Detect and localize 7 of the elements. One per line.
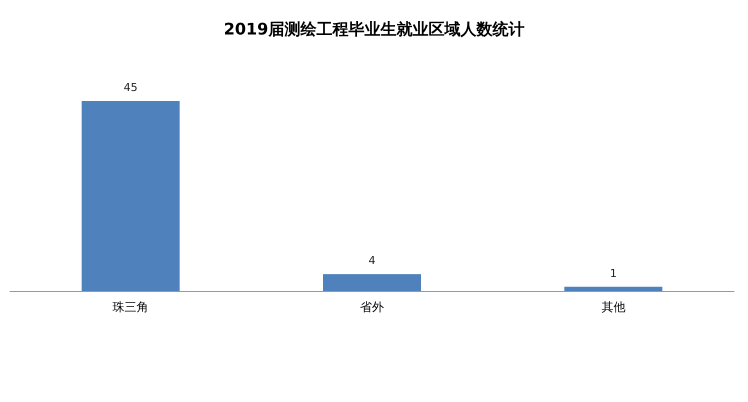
x-tick-label: 珠三角 — [112, 300, 149, 314]
x-tick-label: 其他 — [601, 300, 626, 314]
data-label: 1 — [610, 266, 617, 280]
data-label: 45 — [124, 81, 138, 94]
chart-title: 2019届测绘工程毕业生就业区域人数统计 — [224, 20, 524, 38]
x-tick-label: 省外 — [360, 300, 384, 314]
data-label: 4 — [368, 254, 376, 268]
